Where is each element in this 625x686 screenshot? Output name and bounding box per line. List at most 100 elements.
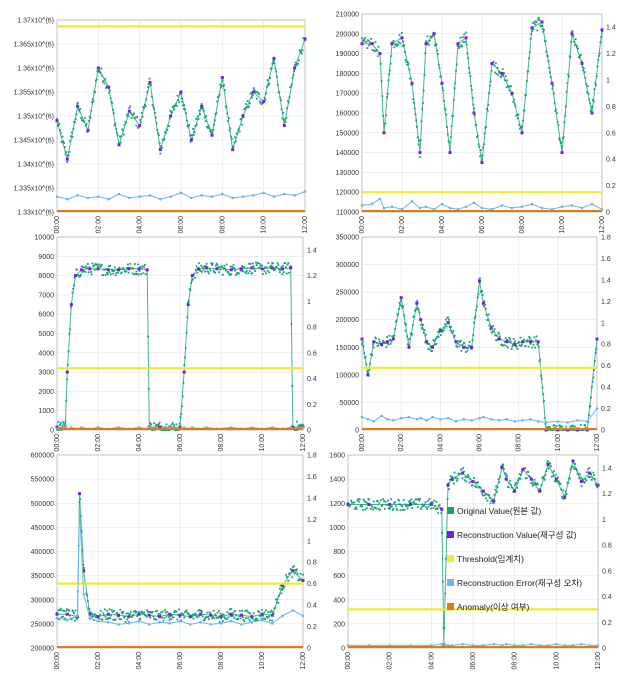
original-point — [523, 338, 525, 341]
original-point — [187, 613, 190, 615]
original-point — [456, 477, 459, 480]
original-point — [372, 508, 374, 511]
original-point — [484, 303, 486, 306]
reconstruction-point — [360, 42, 364, 46]
original-point — [401, 508, 404, 511]
original-point — [419, 508, 422, 510]
original-point — [219, 268, 222, 271]
original-point — [531, 22, 534, 25]
original-point — [392, 507, 395, 510]
original-point — [518, 341, 520, 343]
original-point — [234, 610, 237, 612]
original-point — [228, 613, 230, 615]
legend-entry: Reconstruction Value(재구성 값) — [443, 529, 623, 541]
original-point — [140, 610, 143, 613]
reconstruction-point — [137, 612, 141, 616]
original-point — [462, 41, 465, 43]
original-point — [280, 592, 283, 595]
original-point — [534, 481, 537, 484]
original-point — [248, 619, 251, 622]
y-tick-label: 140000 — [336, 150, 359, 157]
original-point — [404, 329, 407, 332]
original-point — [88, 266, 91, 269]
original-point — [514, 340, 517, 343]
reconstruction-point — [117, 143, 121, 147]
original-point — [252, 94, 254, 96]
original-point — [208, 618, 210, 621]
original-series — [347, 460, 599, 630]
original-point — [233, 267, 236, 270]
original-point — [227, 271, 230, 273]
error-point — [392, 419, 395, 422]
reconstruction-point — [415, 301, 419, 305]
reconstruction-point — [579, 480, 583, 484]
original-point — [191, 613, 194, 616]
reconstruction-point — [536, 340, 540, 344]
original-point — [375, 507, 378, 510]
original-point — [558, 482, 561, 484]
original-point — [519, 477, 522, 480]
original-point — [428, 348, 431, 351]
original-point — [402, 40, 405, 43]
original-point — [405, 61, 408, 63]
original-point — [238, 609, 241, 612]
original-point — [371, 49, 374, 51]
original-point — [503, 468, 505, 471]
original-point — [244, 609, 247, 612]
y-tick-label: 1.335x10^(6) — [13, 186, 54, 193]
original-point — [248, 611, 250, 614]
original-point — [65, 610, 68, 613]
original-point — [205, 262, 208, 265]
original-point — [126, 113, 129, 116]
original-point — [126, 267, 129, 269]
original-point — [405, 505, 408, 507]
original-point — [275, 266, 278, 269]
original-point — [92, 615, 95, 618]
original-point — [395, 44, 398, 47]
original-point — [480, 490, 483, 493]
reconstruction-point — [205, 266, 209, 270]
reconstruction-point — [540, 20, 544, 24]
reconstruction-point — [260, 267, 264, 271]
y2-tick-label: 0.6 — [307, 350, 317, 357]
original-point — [516, 347, 519, 350]
original-point — [230, 608, 233, 610]
original-point — [95, 614, 98, 617]
error-point — [88, 616, 92, 620]
reconstruction-point — [291, 425, 295, 429]
original-point — [347, 502, 349, 504]
original-point — [105, 87, 107, 89]
original-point — [85, 592, 88, 595]
original-point — [135, 270, 138, 273]
original-point — [460, 44, 463, 47]
error-point — [231, 196, 234, 200]
original-point — [169, 615, 172, 618]
original-point — [173, 611, 176, 614]
reconstruction-point — [504, 477, 508, 481]
original-point — [425, 333, 427, 336]
reconstruction-point — [250, 615, 254, 619]
original-point — [354, 506, 357, 509]
original-point — [508, 89, 511, 92]
original-point — [553, 480, 556, 483]
original-point — [261, 264, 264, 267]
original-point — [241, 123, 243, 126]
original-point — [172, 616, 175, 619]
original-point — [209, 269, 212, 272]
original-point — [202, 107, 205, 110]
original-point — [255, 264, 258, 266]
original-point — [461, 477, 464, 480]
original-point — [198, 109, 201, 112]
y2-tick-label: 1.2 — [307, 273, 317, 280]
y-tick-label: 7000 — [38, 292, 54, 299]
original-point — [240, 117, 243, 120]
original-point — [70, 131, 73, 134]
original-point — [238, 272, 240, 275]
original-point — [224, 89, 226, 92]
reconstruction-point — [409, 502, 412, 506]
reconstruction-point — [390, 42, 394, 46]
original-point — [91, 101, 93, 104]
reconstruction-point — [429, 502, 433, 506]
original-point — [278, 268, 280, 271]
original-point — [100, 265, 102, 267]
